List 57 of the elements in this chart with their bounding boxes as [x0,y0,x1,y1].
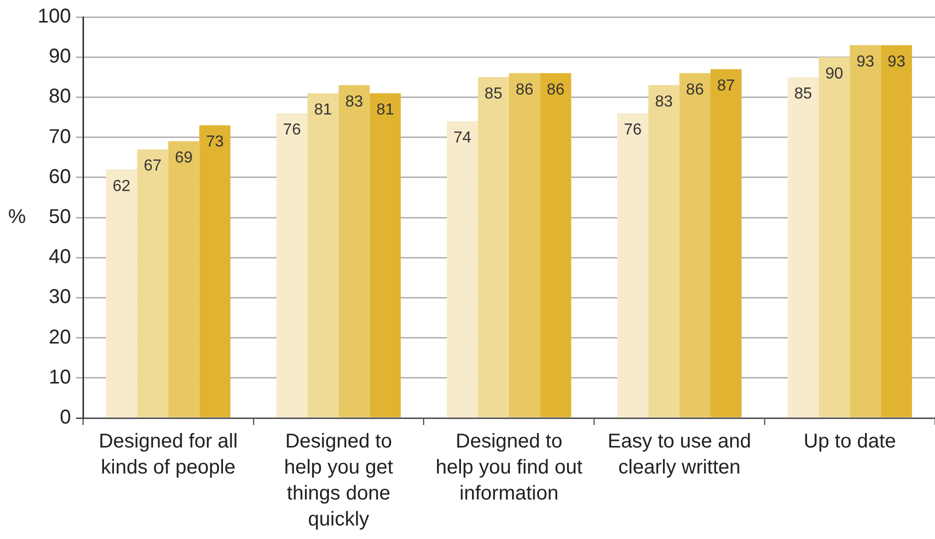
bar [106,169,138,418]
data-label: 83 [345,94,364,111]
data-label: 86 [546,82,565,99]
bar [850,45,881,418]
data-label: 76 [283,122,301,139]
x-tick-label: Designed for all kinds of people [98,430,238,479]
y-tick-label: 90 [48,46,71,68]
bar [818,57,850,418]
x-tick-label: Easy to use and clearly written [608,430,752,479]
bar [710,69,742,418]
bar [168,141,200,418]
data-label: 83 [654,94,673,111]
x-tick-label: Up to date [804,430,896,453]
y-tick-label: 60 [48,166,71,188]
bar [478,77,509,418]
x-tick-label: Designed to help you get things done quickly [284,430,394,531]
data-label: 81 [376,102,394,119]
bar [199,125,230,418]
data-label: 67 [144,158,162,175]
data-label: 93 [888,53,906,70]
data-label: 85 [794,86,812,103]
data-label: 86 [686,82,704,99]
y-tick-label: 80 [48,86,71,108]
y-tick-label: 70 [48,126,71,148]
y-tick-label: 40 [48,246,71,268]
data-label: 90 [825,66,844,83]
bar [509,73,540,418]
bar [276,113,308,418]
bar [370,93,401,418]
data-label: 86 [516,82,534,99]
bar [788,77,819,418]
y-tick-label: 50 [48,206,71,228]
y-tick-label: 0 [60,406,71,429]
y-tick-label: 100 [38,6,71,28]
bar [648,85,680,418]
data-label: 73 [206,134,224,151]
data-label: 93 [856,53,874,70]
bar [540,73,572,418]
x-tick-label: Designed to help you find out information [436,430,583,505]
data-label: 74 [453,130,472,147]
bar [880,45,912,418]
bar [617,113,648,418]
y-tick-label: 20 [48,326,71,348]
bar [338,85,370,418]
bar [446,121,478,418]
data-label: 62 [112,178,131,195]
data-label: 85 [484,86,502,103]
y-tick-label: 30 [48,286,71,308]
y-axis-title: % [8,206,26,228]
bar [308,93,339,418]
bar [679,73,710,418]
bar [137,149,168,418]
data-label: 87 [717,78,736,95]
data-label: 81 [314,102,332,119]
y-tick-label: 10 [48,366,71,388]
data-label: 69 [174,150,193,167]
data-label: 76 [624,122,642,139]
